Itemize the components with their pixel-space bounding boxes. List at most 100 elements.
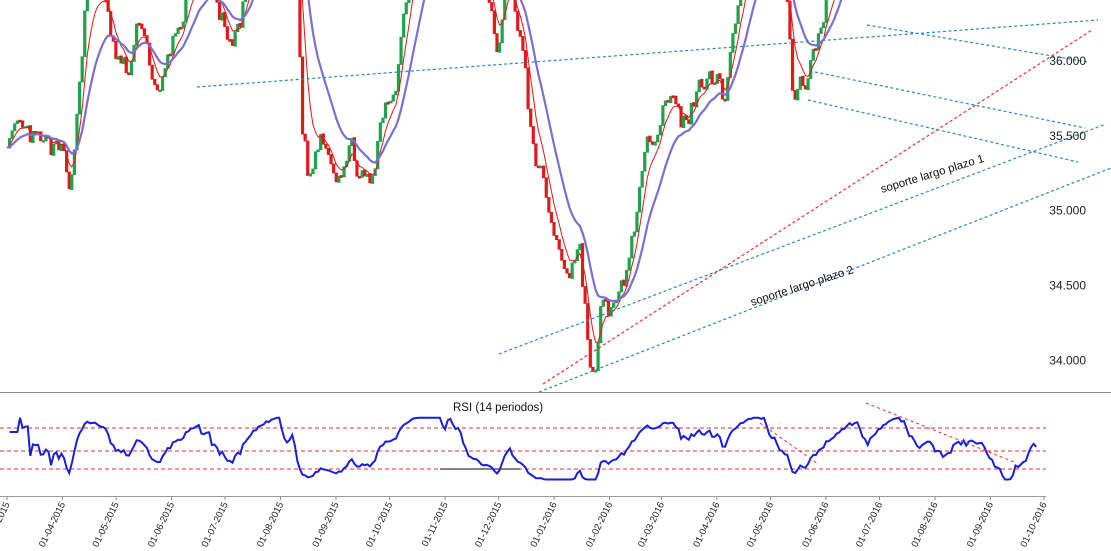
candle-down xyxy=(671,96,675,99)
candle-down xyxy=(103,0,108,1)
x-tick-label: 01-07-2016 xyxy=(854,500,885,549)
candle-down xyxy=(723,99,727,102)
candle-down xyxy=(228,39,232,42)
candle-down xyxy=(65,151,69,173)
candle-up xyxy=(31,131,35,143)
candle-up xyxy=(396,64,401,91)
candle-up xyxy=(612,302,616,308)
candle-up xyxy=(70,174,74,190)
candle-down xyxy=(114,41,118,60)
candle-up xyxy=(308,173,312,176)
x-tick-label: 01-04-2016 xyxy=(691,500,722,549)
candle-up xyxy=(661,105,665,126)
candle-down xyxy=(386,102,390,105)
candle-up xyxy=(617,291,621,301)
candle-up xyxy=(575,249,579,261)
candle-down xyxy=(492,11,496,34)
candle-down xyxy=(542,166,546,179)
candle-up xyxy=(52,143,56,156)
candle-down xyxy=(153,79,157,86)
candle-up xyxy=(824,0,828,23)
candle-down xyxy=(513,0,517,12)
candle-up xyxy=(819,27,823,34)
candle-up xyxy=(705,78,709,89)
candle-up xyxy=(570,262,574,279)
candle-up xyxy=(739,0,743,6)
rsi-trendline-2 xyxy=(865,402,1015,463)
candle-up xyxy=(619,280,624,292)
candle-up xyxy=(663,100,668,106)
candle-down xyxy=(583,286,587,304)
candle-down xyxy=(604,299,608,302)
channel-mid-line xyxy=(814,71,1086,129)
candle-up xyxy=(370,175,375,184)
x-tick-label: 01-10-2015 xyxy=(364,500,395,549)
y-tick-label: 36.000 xyxy=(1049,54,1086,68)
candle-up xyxy=(578,243,582,250)
candle-down xyxy=(790,39,795,91)
trendline-support-2 xyxy=(538,167,1111,393)
candle-up xyxy=(13,123,17,131)
candle-down xyxy=(20,121,25,128)
candle-up xyxy=(394,90,398,95)
candle-down xyxy=(223,12,227,27)
candle-up xyxy=(404,2,408,14)
candle-up xyxy=(365,173,369,177)
candle-down xyxy=(560,249,564,261)
candle-up xyxy=(806,78,810,90)
candle-down xyxy=(303,134,307,142)
candle-up xyxy=(645,136,649,152)
candle-up xyxy=(77,81,82,114)
candle-up xyxy=(500,19,504,43)
candle-up xyxy=(319,134,323,150)
candle-down xyxy=(720,79,725,100)
candle-down xyxy=(127,73,131,76)
candle-up xyxy=(220,12,224,20)
candle-down xyxy=(516,11,520,31)
candle-down xyxy=(137,23,141,26)
candle-up xyxy=(160,76,165,91)
channel-upper-line xyxy=(866,24,1089,63)
candle-up xyxy=(630,235,634,258)
x-tick-label: 01-07-2015 xyxy=(200,500,231,549)
candle-up xyxy=(697,79,701,92)
candle-up xyxy=(573,260,577,263)
candle-down xyxy=(687,120,691,124)
candle-down xyxy=(179,27,183,30)
candle-up xyxy=(635,211,639,232)
candle-down xyxy=(298,0,302,58)
price-panel xyxy=(6,0,1111,393)
candle-up xyxy=(181,21,185,28)
candle-up xyxy=(243,0,248,2)
candle-down xyxy=(526,68,530,110)
candles xyxy=(7,0,828,373)
candle-down xyxy=(352,137,356,162)
x-tick-label: 01-08-2015 xyxy=(255,500,286,549)
candle-up xyxy=(731,33,735,52)
candle-down xyxy=(142,29,147,37)
candle-down xyxy=(300,57,305,135)
candle-up xyxy=(176,27,180,34)
candle-up xyxy=(407,0,411,3)
candle-down xyxy=(552,222,556,236)
candle-up xyxy=(637,186,642,212)
candle-up xyxy=(389,100,393,103)
candle-up xyxy=(85,0,89,11)
candle-down xyxy=(518,30,522,37)
x-tick-label: 01-06-2016 xyxy=(800,500,831,549)
candle-down xyxy=(355,161,359,177)
candle-down xyxy=(547,197,551,213)
candle-up xyxy=(503,0,507,20)
candle-down xyxy=(531,126,535,145)
candle-up xyxy=(682,115,686,128)
candle-down xyxy=(801,76,805,86)
candle-up xyxy=(601,299,605,307)
candle-up xyxy=(643,151,647,171)
candle-down xyxy=(793,90,797,100)
candle-down xyxy=(536,166,541,169)
x-tick-label: 01-02-2016 xyxy=(584,500,615,549)
candle-up xyxy=(75,113,79,150)
candle-down xyxy=(557,240,561,250)
candle-down xyxy=(238,23,242,28)
